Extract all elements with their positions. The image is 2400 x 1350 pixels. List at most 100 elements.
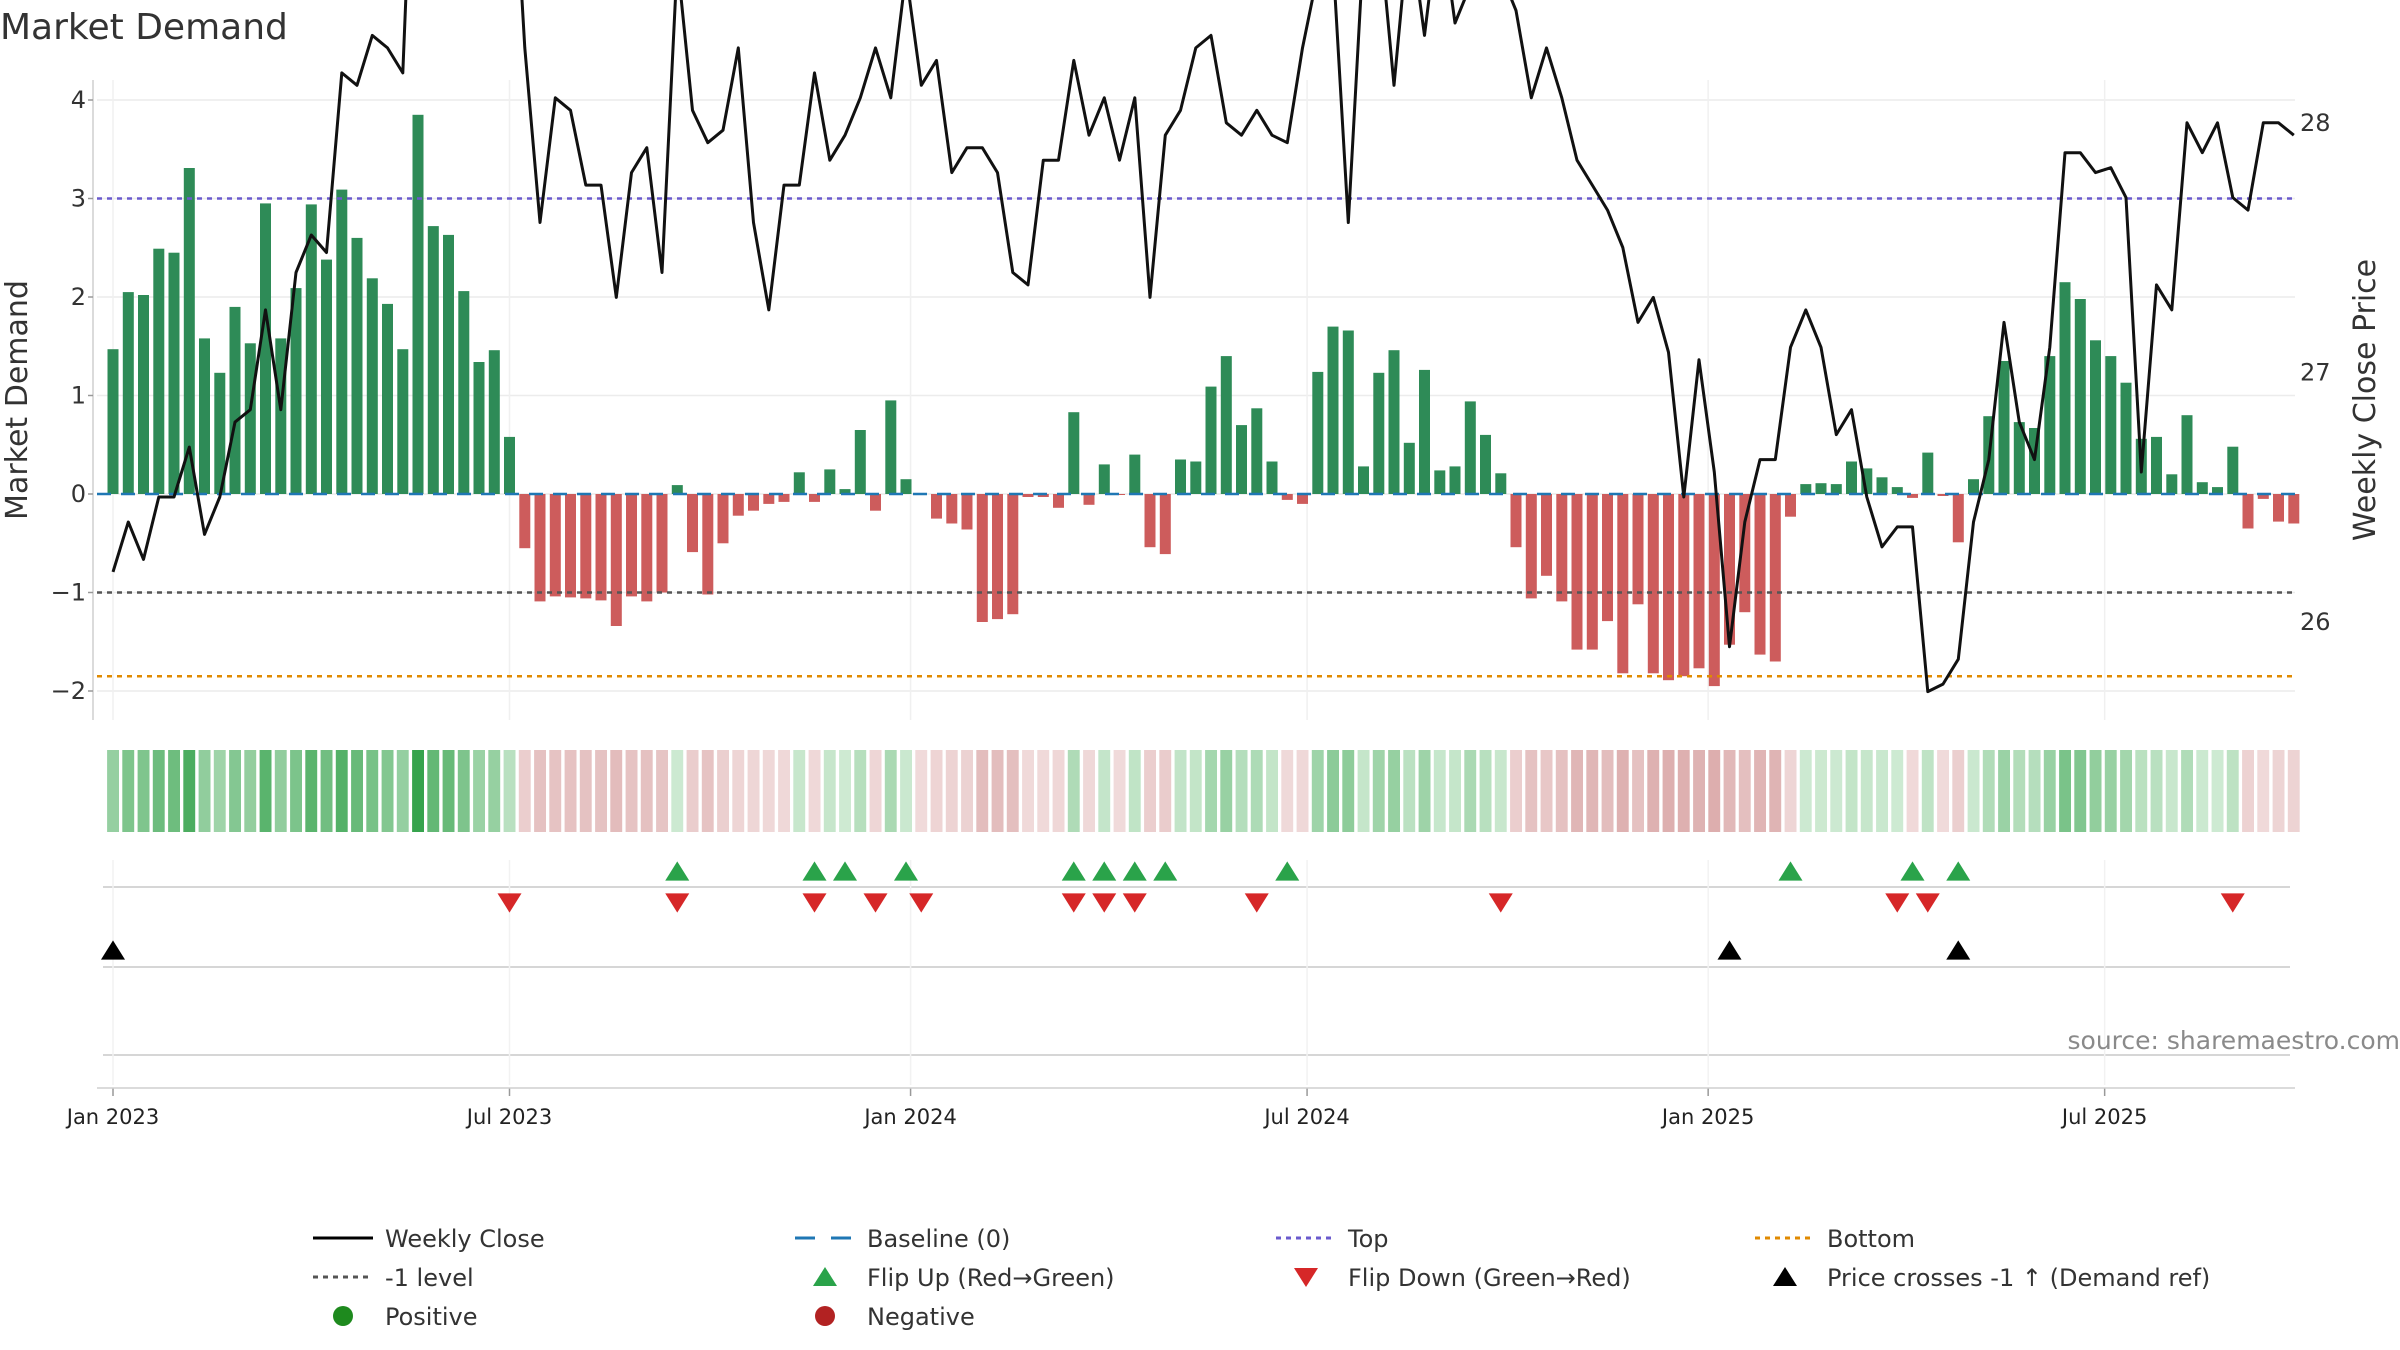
demand-bar <box>519 494 531 549</box>
demand-bar <box>1312 371 1324 494</box>
reference-lines <box>97 197 2295 678</box>
heat-cell <box>503 750 516 832</box>
demand-bar <box>1952 494 1964 543</box>
demand-bar <box>717 494 729 544</box>
demand-bar <box>229 306 241 494</box>
heat-cell <box>1937 750 1949 832</box>
demand-bar <box>885 400 897 494</box>
demand-bar <box>839 489 851 494</box>
heat-cell <box>335 750 348 832</box>
demand-bar <box>824 469 836 494</box>
demand-bar <box>2196 482 2208 494</box>
demand-bar <box>610 494 622 626</box>
legend-label: Negative <box>867 1303 975 1331</box>
demand-bar <box>2151 436 2162 494</box>
heat-cell <box>1464 750 1477 832</box>
demand-bar <box>2273 494 2284 522</box>
heat-cell <box>2150 750 2163 832</box>
flip-up-marker <box>894 861 918 881</box>
heat-cell <box>1494 750 1507 832</box>
heat-cell <box>564 750 577 832</box>
demand-bar <box>1525 494 1537 599</box>
demand-bar <box>1236 425 1247 494</box>
heat-cell <box>1159 750 1172 832</box>
demand-bar <box>1785 494 1796 517</box>
demand-bar <box>565 494 576 598</box>
heat-cell <box>1754 750 1766 832</box>
demand-bar <box>992 494 1003 620</box>
heat-cell <box>1128 750 1141 832</box>
price-cross-marker <box>1717 940 1742 960</box>
demand-bar <box>1541 494 1552 576</box>
demand-bar <box>732 494 744 516</box>
heat-cell <box>152 750 165 832</box>
demand-bar <box>748 494 759 511</box>
heat-cell <box>1220 750 1233 832</box>
heat-cell <box>351 750 363 832</box>
demand-bar <box>2120 382 2132 494</box>
demand-bar <box>1144 494 1156 548</box>
heat-cell <box>595 750 607 832</box>
heat-cell <box>396 750 409 832</box>
demand-bar <box>290 288 302 494</box>
demand-bar <box>1190 461 1202 494</box>
flip-down-marker <box>1092 893 1117 913</box>
heat-cell <box>869 750 882 832</box>
heat-cell <box>1738 750 1751 832</box>
heat-cell <box>549 750 562 832</box>
demand-bar <box>1876 477 1888 494</box>
demand-bar <box>1388 350 1400 494</box>
heat-cell <box>1815 750 1827 832</box>
demand-bar <box>153 248 165 494</box>
heat-cell <box>686 750 699 832</box>
y-tick-label-left: 2 <box>71 283 86 311</box>
demand-bar <box>946 494 958 524</box>
demand-bar <box>1327 326 1339 494</box>
heat-cell <box>1769 750 1782 832</box>
heat-cell <box>1799 750 1812 832</box>
demand-bar <box>2044 356 2056 494</box>
heat-cell <box>1022 750 1034 832</box>
heat-cell <box>793 750 806 832</box>
heat-cell <box>244 750 257 832</box>
heat-cell <box>1342 750 1355 832</box>
heat-cell <box>1662 750 1675 832</box>
flip-up-marker <box>1275 861 1300 881</box>
heat-cell <box>1205 750 1217 832</box>
demand-bar <box>1434 470 1446 494</box>
heat-cell <box>1510 750 1522 832</box>
legend-label: Positive <box>385 1303 478 1331</box>
flip-down-marker <box>1244 893 1269 913</box>
heat-cell <box>1525 750 1538 832</box>
x-tick-label: Jul 2023 <box>465 1105 552 1129</box>
demand-bar <box>1373 372 1385 494</box>
heat-cell <box>1357 750 1370 832</box>
legend-swatch-dot <box>333 1306 353 1326</box>
heat-cell <box>1708 750 1721 832</box>
demand-bar <box>473 362 485 494</box>
demand-bar <box>1678 494 1690 677</box>
heat-cell <box>1449 750 1461 832</box>
heat-cell <box>1571 750 1583 832</box>
heat-cell <box>2196 750 2209 832</box>
heat-cell <box>229 750 241 832</box>
demand-bar <box>305 204 317 494</box>
heat-cell <box>381 750 394 832</box>
heat-cell <box>961 750 973 832</box>
heat-cell <box>1906 750 1919 832</box>
heat-cell <box>1845 750 1858 832</box>
heat-cell <box>2135 750 2148 832</box>
demand-bar <box>1053 494 1064 508</box>
heat-cell <box>1098 750 1111 832</box>
demand-bar <box>244 343 256 494</box>
heat-cell <box>1418 750 1431 832</box>
heat-cell <box>2120 750 2132 832</box>
demand-bar <box>1968 479 1979 494</box>
demand-bar <box>351 237 363 494</box>
heat-cell <box>473 750 485 832</box>
heat-cell <box>778 750 790 832</box>
heat-cell <box>1891 750 1904 832</box>
weekly-close-line <box>111 0 2295 694</box>
chart-title: Market Demand <box>0 7 288 48</box>
heat-cell <box>1723 750 1736 832</box>
